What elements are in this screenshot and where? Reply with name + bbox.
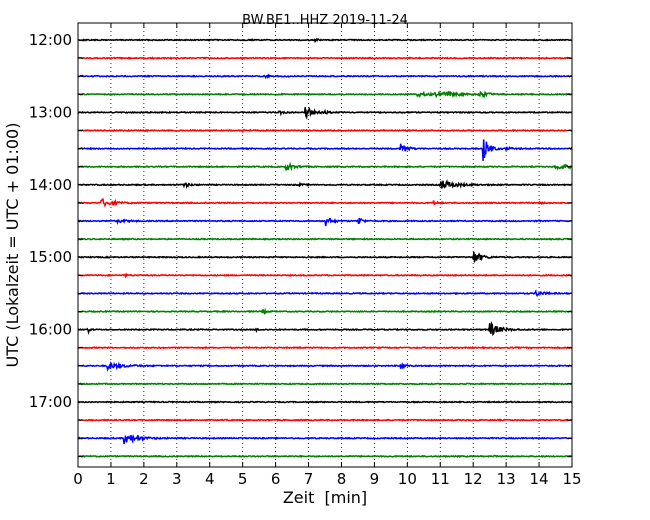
y-axis: 12:00 13:00 14:00 15:00 16:00 17:00	[29, 31, 572, 457]
trace-1645	[77, 382, 573, 386]
trace-1700	[77, 400, 573, 404]
plot-frame	[77, 22, 573, 468]
x-axis: 0 1 2 3 4 5 6 7 8 9 10 11 12 13 14 15	[73, 23, 582, 488]
y-axis-label: UTC (Lokalzeit = UTC + 01:00)	[3, 123, 22, 368]
x-tick-label: 10	[398, 470, 417, 488]
trace-1300	[78, 106, 573, 120]
trace-1545	[77, 307, 573, 316]
trace-1445	[77, 237, 573, 241]
trace-1630	[77, 361, 573, 373]
x-tick-label: 1	[106, 470, 116, 488]
trace-1745	[77, 454, 573, 459]
trace-1215	[77, 56, 573, 60]
trace-1730	[77, 433, 573, 445]
trace-1600	[77, 321, 573, 337]
x-tick-label: 12	[464, 470, 483, 488]
x-tick-label: 6	[271, 470, 281, 488]
x-tick-label: 4	[205, 470, 215, 488]
x-tick-label: 7	[304, 470, 314, 488]
x-tick-label: 15	[562, 470, 581, 488]
trace-1245	[77, 89, 573, 99]
trace-1345	[77, 161, 573, 172]
y-tick-label: 15:00	[29, 248, 72, 266]
trace-1315	[77, 128, 573, 134]
trace-1230	[77, 73, 573, 80]
trace-1330	[77, 139, 573, 161]
trace-1715	[77, 418, 573, 422]
trace-1500	[77, 251, 573, 263]
x-tick-label: 3	[172, 470, 182, 488]
x-tick-label: 13	[497, 470, 516, 488]
x-tick-label: 9	[370, 470, 380, 488]
trace-1530	[77, 289, 573, 298]
x-tick-label: 2	[139, 470, 149, 488]
x-tick-label: 11	[431, 470, 450, 488]
trace-1615	[77, 345, 573, 350]
grid	[110, 23, 540, 467]
x-tick-label: 8	[337, 470, 347, 488]
y-tick-label: 17:00	[29, 393, 72, 411]
x-tick-label: 0	[73, 470, 83, 488]
trace-1515	[77, 272, 573, 279]
trace-1415	[77, 198, 573, 208]
y-tick-label: 13:00	[29, 103, 72, 121]
trace-1400	[77, 179, 573, 190]
x-tick-label: 5	[238, 470, 248, 488]
y-tick-label: 12:00	[29, 31, 72, 49]
x-axis-label: Zeit [min]	[283, 488, 367, 507]
traces	[77, 37, 573, 459]
chart-title: BW.BE1..HHZ 2019-11-24	[242, 13, 408, 28]
trace-1430	[77, 217, 573, 227]
trace-1200	[77, 37, 573, 44]
y-tick-label: 16:00	[29, 321, 72, 339]
x-tick-label: 14	[530, 470, 549, 488]
y-tick-label: 14:00	[29, 176, 72, 194]
